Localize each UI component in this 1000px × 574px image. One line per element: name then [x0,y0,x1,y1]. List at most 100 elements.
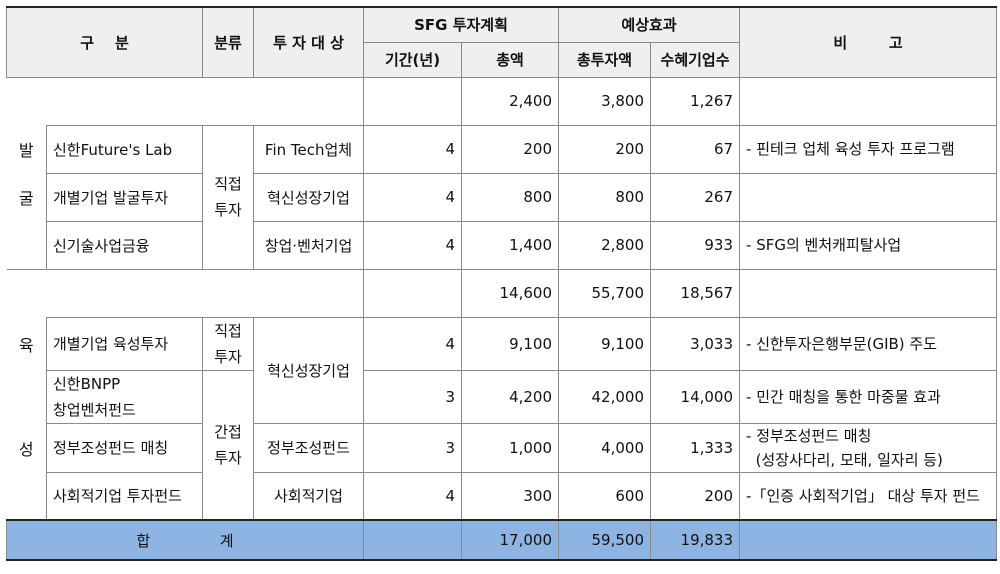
row-period: 3 [363,422,462,473]
row-name: 정부조성펀드 매칭 [46,422,203,473]
table-row: 신한BNPP 창업벤처펀드 간접 투자 3 4,200 42,000 14,00… [6,369,998,521]
discovery-side-blank [6,76,47,125]
row-target: 창업·벤처기업 [253,220,364,270]
row-investment: 800 [558,172,652,222]
header-total-investment: 총투자액 [558,41,652,78]
row-beneficiaries: 1,333 [650,422,741,473]
total-beneficiaries: 19,833 [650,519,741,561]
row-period: 4 [363,124,462,174]
growth-subtotal-remark [739,268,998,318]
discovery-subtotal-remark [739,76,998,126]
table-row: 굴 개별기업 발굴투자 혁신성장기업 4 800 800 267 [6,172,998,222]
row-name: 개별기업 발굴투자 [46,172,203,222]
row-period: 4 [363,220,462,270]
row-investment: 42,000 [558,369,652,424]
row-name: 신한BNPP 창업벤처펀드 [46,369,203,424]
row-name: 개별기업 육성투자 [46,316,203,371]
table-row: 성 정부조성펀드 매칭 정부조성펀드 3 1,000 4,000 1,333 -… [6,422,998,473]
row-beneficiaries: 267 [650,172,741,222]
row-name: 신기술사업금융 [46,220,203,270]
header-category: 분류 [202,6,254,78]
row-remark: - 정부조성펀드 매칭 (성장사다리, 모태, 일자리 등) [739,422,998,473]
row-target: 정부조성펀드 [253,422,364,473]
header-expected: 예상효과 [558,6,741,43]
header-target: 투 자 대 상 [253,6,364,78]
row-target: 사회적기업 [253,471,364,521]
total-amount: 17,000 [460,519,560,561]
row-beneficiaries: 14,000 [650,369,741,424]
header-remark: 비 고 [739,6,998,78]
growth-subtotal-period [363,268,462,318]
row-investment: 600 [558,471,652,521]
discovery-side-char-2: 굴 [6,173,47,221]
growth-side-blank [6,268,47,317]
discovery-side-blank-bottom [6,221,47,270]
total-remark [739,519,998,561]
row-period: 4 [363,471,462,521]
row-investment: 4,000 [558,422,652,473]
row-remark: - 핀테크 업체 육성 투자 프로그램 [739,124,998,174]
header-period: 기간(년) [363,41,462,78]
row-investment: 2,800 [558,220,652,270]
table-row: 육 개별기업 육성투자 직접 투자 혁신성장기업 4 9,100 9,100 3… [6,316,998,424]
growth-indirect-category: 간접 투자 [202,369,254,521]
discovery-side-char-1: 발 [6,125,47,173]
growth-side-char-2: 성 [6,423,47,472]
total-investment: 59,500 [558,519,652,561]
row-beneficiaries: 200 [650,471,741,521]
row-remark: - 신한투자은행부문(GIB) 주도 [739,316,998,371]
row-period: 4 [363,172,462,222]
row-name: 신한Future's Lab [46,124,203,174]
total-label-2: 계 [219,531,234,550]
total-label-1: 합 [136,531,151,550]
header-beneficiaries: 수혜기업수 [650,41,741,78]
total-period [363,519,462,561]
header-gubun: 구 분 [6,6,203,78]
header-total-amount: 총액 [460,41,560,78]
growth-direct-category: 직접 투자 [202,316,254,371]
discovery-subtotal-investment: 3,800 [558,76,652,126]
growth-subtotal-beneficiaries: 18,567 [650,268,741,318]
row-amount: 800 [460,172,560,222]
row-amount: 300 [460,471,560,521]
growth-side-blank-bottom [6,472,47,520]
row-target: Fin Tech업체 [253,124,364,174]
growth-side-blank-mid [6,370,47,423]
row-beneficiaries: 933 [650,220,741,270]
row-beneficiaries: 3,033 [650,316,741,371]
discovery-subtotal-label [46,76,364,126]
discovery-category: 직접 투자 [202,124,254,270]
total-row: 합 계 17,000 59,500 19,833 [6,519,998,561]
header-sfg-plan: SFG 투자계획 [362,6,560,43]
growth-subtotal-label [46,268,364,318]
growth-side-char-1: 육 [6,317,47,370]
row-investment: 9,100 [558,316,652,371]
table-row: 사회적기업 투자펀드 사회적기업 4 300 600 200 -「인증 사회적기… [6,471,998,521]
row-amount: 4,200 [460,369,560,424]
investment-plan-table: 구 분 분류 투 자 대 상 SFG 투자계획 예상효과 비 고 기간(년) 총… [6,6,998,561]
row-period: 4 [363,316,462,371]
table-row: 신기술사업금융 창업·벤처기업 4 1,400 2,800 933 - SFG의… [6,220,998,270]
total-label: 합 계 [6,519,364,561]
growth-subtotal-amount: 14,600 [460,268,560,318]
row-name: 사회적기업 투자펀드 [46,471,203,521]
discovery-subtotal-amount: 2,400 [460,76,560,126]
row-amount: 9,100 [460,316,560,371]
discovery-subtotal-period [363,76,462,126]
row-remark: -「인증 사회적기업」 대상 투자 펀드 [739,471,998,521]
row-remark: - SFG의 벤처캐피탈사업 [739,220,998,270]
row-beneficiaries: 67 [650,124,741,174]
discovery-subtotal-row: 2,400 3,800 1,267 [6,76,998,126]
row-amount: 1,000 [460,422,560,473]
row-target: 혁신성장기업 [253,316,364,424]
row-target: 혁신성장기업 [253,172,364,222]
row-remark [739,172,998,222]
table-row: 발 신한Future's Lab 직접 투자 Fin Tech업체 4 200 … [6,124,998,270]
row-amount: 1,400 [460,220,560,270]
growth-subtotal-row: 14,600 55,700 18,567 [6,268,998,318]
row-amount: 200 [460,124,560,174]
growth-subtotal-investment: 55,700 [558,268,652,318]
row-investment: 200 [558,124,652,174]
discovery-subtotal-beneficiaries: 1,267 [650,76,741,126]
row-period: 3 [363,369,462,424]
